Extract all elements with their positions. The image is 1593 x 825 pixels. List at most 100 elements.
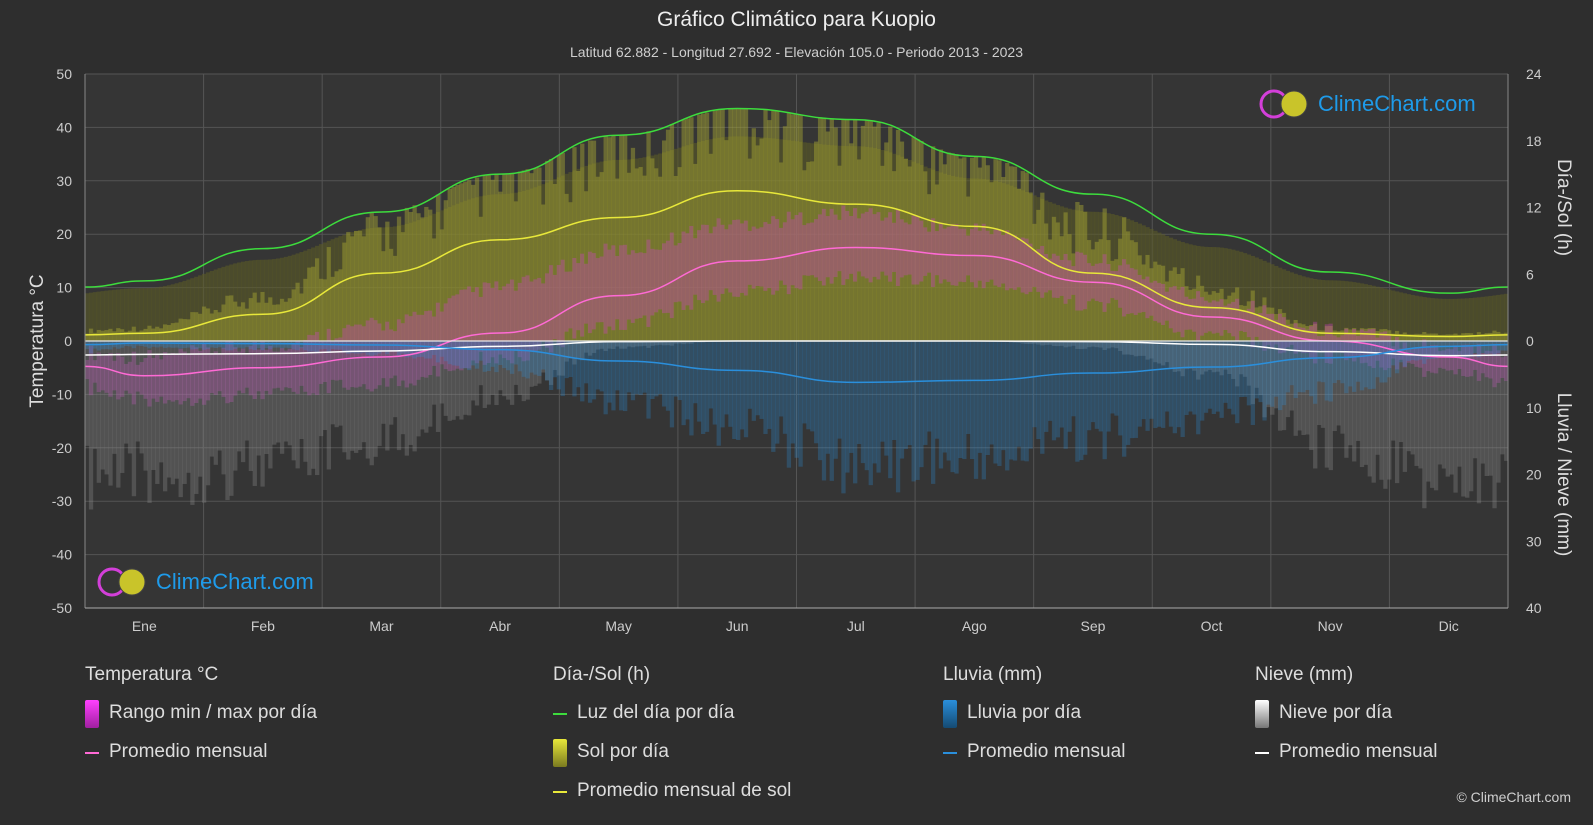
daylight-bar: [186, 279, 191, 341]
daylight-bar: [1079, 210, 1084, 341]
temp-range-bar: [884, 217, 889, 276]
temp-range-bar: [845, 210, 850, 280]
daylight-bar: [1328, 280, 1333, 341]
sun-bar: [942, 164, 947, 341]
temp-range-bar: [1336, 337, 1341, 351]
sun-bar: [716, 110, 721, 341]
snow-bar: [638, 341, 643, 347]
sun-bar: [829, 118, 834, 341]
temp-range-bar: [829, 208, 834, 284]
temp-range-bar: [467, 286, 472, 369]
daylight-bar: [435, 212, 441, 341]
sun-swatch: [553, 739, 567, 767]
x-tick-label: Dic: [1439, 618, 1459, 634]
daylight-bar: [1500, 294, 1505, 341]
daylight-bar: [821, 144, 827, 341]
snow-bar: [1238, 341, 1244, 375]
sun-bar: [268, 297, 273, 341]
daylight-bar: [1083, 211, 1088, 341]
temp-range-bar: [771, 216, 776, 295]
daylight-bar: [798, 141, 803, 341]
temp-range-bar: [416, 314, 421, 380]
temp-range-bar: [120, 356, 125, 397]
snow-bar: [143, 341, 148, 471]
rain-bar: [829, 341, 834, 481]
temp-range-bar: [1055, 255, 1061, 298]
legend-item: Promedio mensual: [1255, 741, 1437, 780]
snow-bar: [96, 341, 101, 483]
temp-range-bar: [763, 222, 768, 291]
sun-bar: [112, 331, 117, 341]
temp-range-bar: [1313, 321, 1318, 364]
rain-bar: [1305, 341, 1310, 391]
daylight-bar: [533, 187, 538, 341]
snow-bar: [334, 341, 339, 428]
rain-bar: [467, 341, 472, 371]
rain-bar: [946, 341, 951, 461]
sun-bar: [513, 201, 519, 341]
temp-range-bar: [1433, 345, 1439, 374]
daylight-bar: [1196, 245, 1201, 341]
rain-bar: [451, 341, 456, 366]
rain-bar: [1418, 341, 1423, 360]
daylight-bar: [260, 259, 265, 341]
rain-bar: [1102, 341, 1107, 460]
snow-bar: [1235, 341, 1240, 387]
sun-bar: [1231, 292, 1236, 341]
snow-bar: [350, 341, 355, 451]
temp-range-bar: [1250, 300, 1255, 348]
daylight-bar: [1188, 244, 1193, 341]
daylight-bar: [315, 245, 320, 341]
temp-range-bar: [225, 340, 230, 404]
sun-bar: [1071, 253, 1076, 341]
temp-range-bar: [1469, 346, 1474, 377]
daylight-bar: [814, 143, 819, 341]
temp-range-bar: [907, 224, 912, 275]
sun-bar: [689, 117, 694, 342]
snow-bar: [654, 341, 659, 346]
snow-bar: [248, 341, 254, 471]
daylight-bar: [623, 159, 628, 341]
sun-bar: [377, 227, 382, 341]
rain-bar: [198, 341, 203, 349]
snow-bar: [467, 341, 472, 416]
snow-bar: [564, 341, 569, 362]
snow-bar: [100, 341, 105, 470]
sun-bar: [872, 126, 877, 341]
snow-bar: [552, 341, 558, 371]
daylight-bar: [334, 237, 339, 341]
sun-bar: [350, 236, 355, 341]
daylight-bar: [404, 223, 409, 341]
sun-bar: [966, 196, 971, 341]
snow-bar: [1445, 341, 1450, 477]
sun-bar: [1250, 290, 1255, 341]
sun-bar: [1020, 171, 1025, 341]
copyright: © ClimeChart.com: [1456, 789, 1571, 805]
legend-item: Promedio mensual: [943, 741, 1125, 780]
temp-range-bar: [1406, 348, 1411, 363]
daylight-bar: [595, 162, 601, 341]
sun-bar: [790, 114, 795, 342]
daylight-bar: [1153, 230, 1158, 341]
temp-range-bar: [533, 279, 538, 352]
snow-bar: [634, 341, 640, 347]
y-tick-label: -40: [52, 547, 72, 563]
rain-bar: [564, 341, 569, 379]
rain-bar: [1254, 341, 1259, 399]
rain-bar: [1340, 341, 1345, 384]
y2-axis-title: Día-/Sol (h): [1553, 159, 1574, 256]
snow-bar: [1406, 341, 1411, 452]
daylight-bar: [1422, 297, 1427, 341]
daylight-bar: [135, 288, 140, 341]
sun-bar: [225, 295, 230, 341]
sun-bar: [439, 229, 445, 341]
daylight-bar: [252, 260, 257, 341]
daylight-bar: [201, 273, 207, 341]
rain-bar: [923, 341, 928, 445]
rain-bar: [326, 341, 332, 353]
daylight-bar: [205, 272, 211, 341]
y2-tick-label: 18: [1526, 133, 1542, 149]
rain-bar: [1371, 341, 1376, 389]
temp-range-bar: [1367, 329, 1372, 367]
temp-range-bar: [377, 323, 382, 386]
